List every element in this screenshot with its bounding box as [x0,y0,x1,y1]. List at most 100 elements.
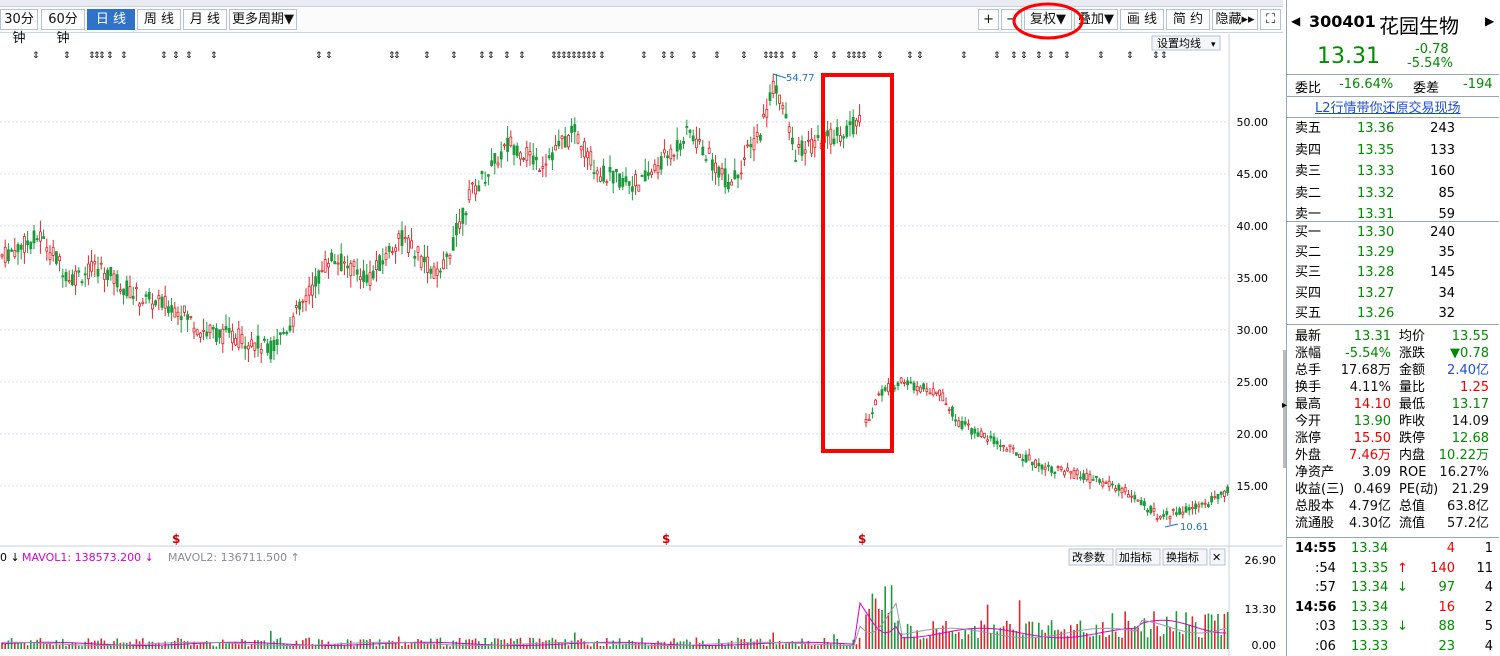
order-book-row[interactable]: 卖一 13.31 59 [1287,206,1499,224]
more-periods-dropdown[interactable]: 更多周期▼ [229,9,297,30]
panel-splitter[interactable] [1283,350,1286,468]
candle-body [640,175,644,177]
candle-body [19,244,23,250]
level-label: 卖二 [1295,185,1322,201]
candle-body [784,113,788,119]
order-book-row[interactable]: 买三 13.28 145 [1287,264,1499,282]
candle-body [160,296,164,308]
candle-body [759,134,762,141]
candle-body [829,128,833,145]
candle-body [1075,469,1079,476]
event-mark[interactable]: $ [172,532,180,546]
candle-body [144,294,148,297]
l2-promo-link[interactable]: L2行情带你还原交易现场 [1315,101,1461,116]
hide-panel-button[interactable]: 隐藏▸▸ [1212,9,1258,30]
event-mark[interactable]: $ [858,532,866,546]
candle-body [867,418,871,422]
candle-body [592,172,596,174]
candle-body [170,305,174,313]
order-book-row[interactable]: 卖三 13.33 160 [1287,163,1499,181]
collapse-icon[interactable]: ▸ [1282,400,1288,411]
level-price: 13.26 [1357,305,1395,321]
candle-body [1040,464,1044,470]
kline-chart[interactable]: ⇕ ⇕ ⇕⇕⇕ ⇕ ⇕ ⇕ ⇕ ⇕ ⇕ ⇕ ⇕ ⇕⇕ ⇕ ⇕ ⇕ ⇕ ⇕ ⇕ ⇕⇕⇕⇕⇕⇕⇕⇕⇕ ⇕ ⇕ ⇕ ⇕ ⇕ ⇕ ⇕ ⇕⇕⇕… [0,34,1283,656]
signal-mark-icon: ⇕ [172,51,180,61]
webi-value: -16.64% [1339,77,1394,92]
period-day-button[interactable]: 日 线 [87,9,135,30]
forward-arrow-icon[interactable]: ▶ [1485,14,1495,28]
candle-body [1066,467,1069,472]
order-book-row[interactable]: 买二 13.29 35 [1287,244,1499,262]
candle-body [1159,515,1162,519]
signal-mark-icon: ⇕ [1126,51,1134,61]
back-arrow-icon[interactable]: ◀ [1291,14,1301,28]
switch-indicator-button[interactable] [1162,548,1208,566]
change-params-button[interactable] [1068,548,1114,566]
candle-body [39,231,42,242]
price-tick: 20.00 [1237,428,1269,441]
period-month-button[interactable]: 月 线 [183,9,227,30]
candle-body [883,387,887,391]
zoom-in-button[interactable]: + [978,9,999,30]
signal-mark-icon: ⇕ [388,51,396,61]
draw-line-button[interactable]: 画 线 [1120,9,1164,30]
order-book-row[interactable]: 卖二 13.32 85 [1287,185,1499,203]
candle-body [787,126,791,133]
signal-mark-icon: ⇕ [393,51,401,61]
order-book-row[interactable]: 买四 13.27 34 [1287,285,1499,303]
candle-body [547,155,551,159]
candle-body [282,332,286,334]
candle-body [733,170,737,180]
candle-body [106,269,109,281]
volume-tick: 0.00 [1252,639,1277,652]
period-30min-button[interactable]: 30分钟 [0,9,38,46]
add-indicator-label: 加指标 [1119,550,1152,564]
price-tick: 25.00 [1237,376,1269,389]
order-book-row[interactable]: 买一 13.30 240 [1287,224,1499,242]
period-60min-button[interactable]: 60分钟 [41,9,85,46]
candle-body [947,409,951,411]
candle-body [669,148,673,160]
candle-body [314,276,318,287]
fullscreen-icon[interactable]: ⛶ [1260,9,1281,30]
candle-body [800,140,804,156]
order-book-row[interactable]: 买五 13.26 32 [1287,305,1499,323]
candle-body [938,389,941,396]
candle-body [957,420,961,427]
candle-body [96,268,100,277]
candle-body [906,380,909,386]
fuquan-dropdown[interactable]: 复权▼ [1024,9,1072,30]
level-label: 卖一 [1295,207,1322,223]
order-book-row[interactable]: 卖五 13.36 243 [1287,120,1499,138]
candle-body [1210,496,1213,503]
candle-body [1213,496,1217,499]
set-ma-button[interactable] [1151,35,1221,51]
add-indicator-button[interactable] [1115,548,1161,566]
close-indicator-button[interactable] [1209,548,1226,566]
candle-body [1021,458,1025,462]
candle-body [7,249,10,262]
candle-body [13,250,17,257]
level-price: 13.31 [1357,207,1395,223]
candle-body [1104,482,1108,484]
candle-body [406,237,410,253]
candle-body [682,140,685,144]
candle-body [704,159,708,161]
level-price: 13.36 [1357,121,1395,136]
close-icon: ✕ [1212,551,1221,564]
candle-body [1072,469,1076,479]
candle-body [496,162,500,166]
candle-body [1219,491,1223,495]
candle-body [1063,471,1066,476]
simple-mode-button[interactable]: 简 约 [1166,9,1210,30]
period-week-button[interactable]: 周 线 [137,9,181,30]
order-book-row[interactable]: 卖四 13.35 133 [1287,142,1499,160]
menu-strip [0,0,1283,7]
event-mark[interactable]: $ [662,532,670,546]
candle-body [1127,494,1130,498]
signal-mark-icon: ⇕ [740,51,748,61]
overlay-dropdown[interactable]: 叠加▼ [1074,9,1118,30]
candle-body [298,301,302,310]
candle-body [112,273,116,284]
candle-body [1034,459,1037,468]
